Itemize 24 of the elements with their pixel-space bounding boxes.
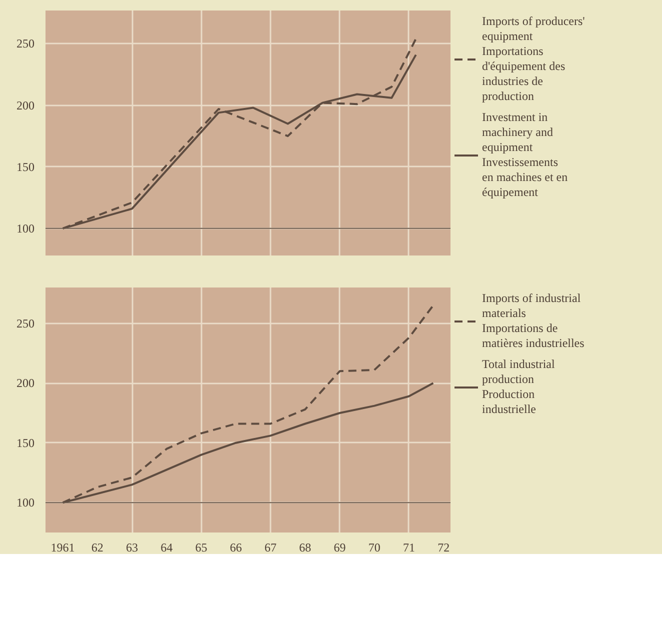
- x-tick-label: 62: [91, 540, 104, 554]
- x-tick-label: 70: [368, 540, 380, 554]
- x-tick-label: 72: [438, 540, 450, 554]
- legend-label: Imports of industrial materials Importations de matières industrielles: [482, 291, 584, 351]
- x-tick-label: 68: [299, 540, 312, 554]
- x-tick-label: 63: [126, 540, 138, 554]
- y-tick-label: 250: [16, 36, 34, 51]
- legend-label: Investment in machinery and equipment Investissements en machines et en équipement: [482, 110, 568, 200]
- y-tick-label: 250: [16, 316, 34, 330]
- y-tick-label: 150: [16, 436, 34, 450]
- x-tick-label: 64: [160, 540, 173, 554]
- x-tick-label: 65: [195, 540, 208, 554]
- y-tick-label: 150: [16, 160, 34, 174]
- y-tick-label: 100: [16, 496, 34, 510]
- y-tick-label: 100: [16, 221, 34, 236]
- legend-label: Imports of producers' equipment Importations d'équipement des industries de production: [482, 14, 585, 104]
- legend-label: Total industrial production Production industrielle: [482, 357, 555, 417]
- x-tick-label: 69: [334, 540, 346, 554]
- x-tick-label: 67: [264, 540, 276, 554]
- x-tick-label: 66: [230, 540, 242, 554]
- y-tick-label: 200: [16, 376, 34, 390]
- x-tick-label: 71: [402, 540, 415, 554]
- y-tick-label: 200: [16, 98, 34, 112]
- x-tick-label: 1961: [50, 540, 75, 554]
